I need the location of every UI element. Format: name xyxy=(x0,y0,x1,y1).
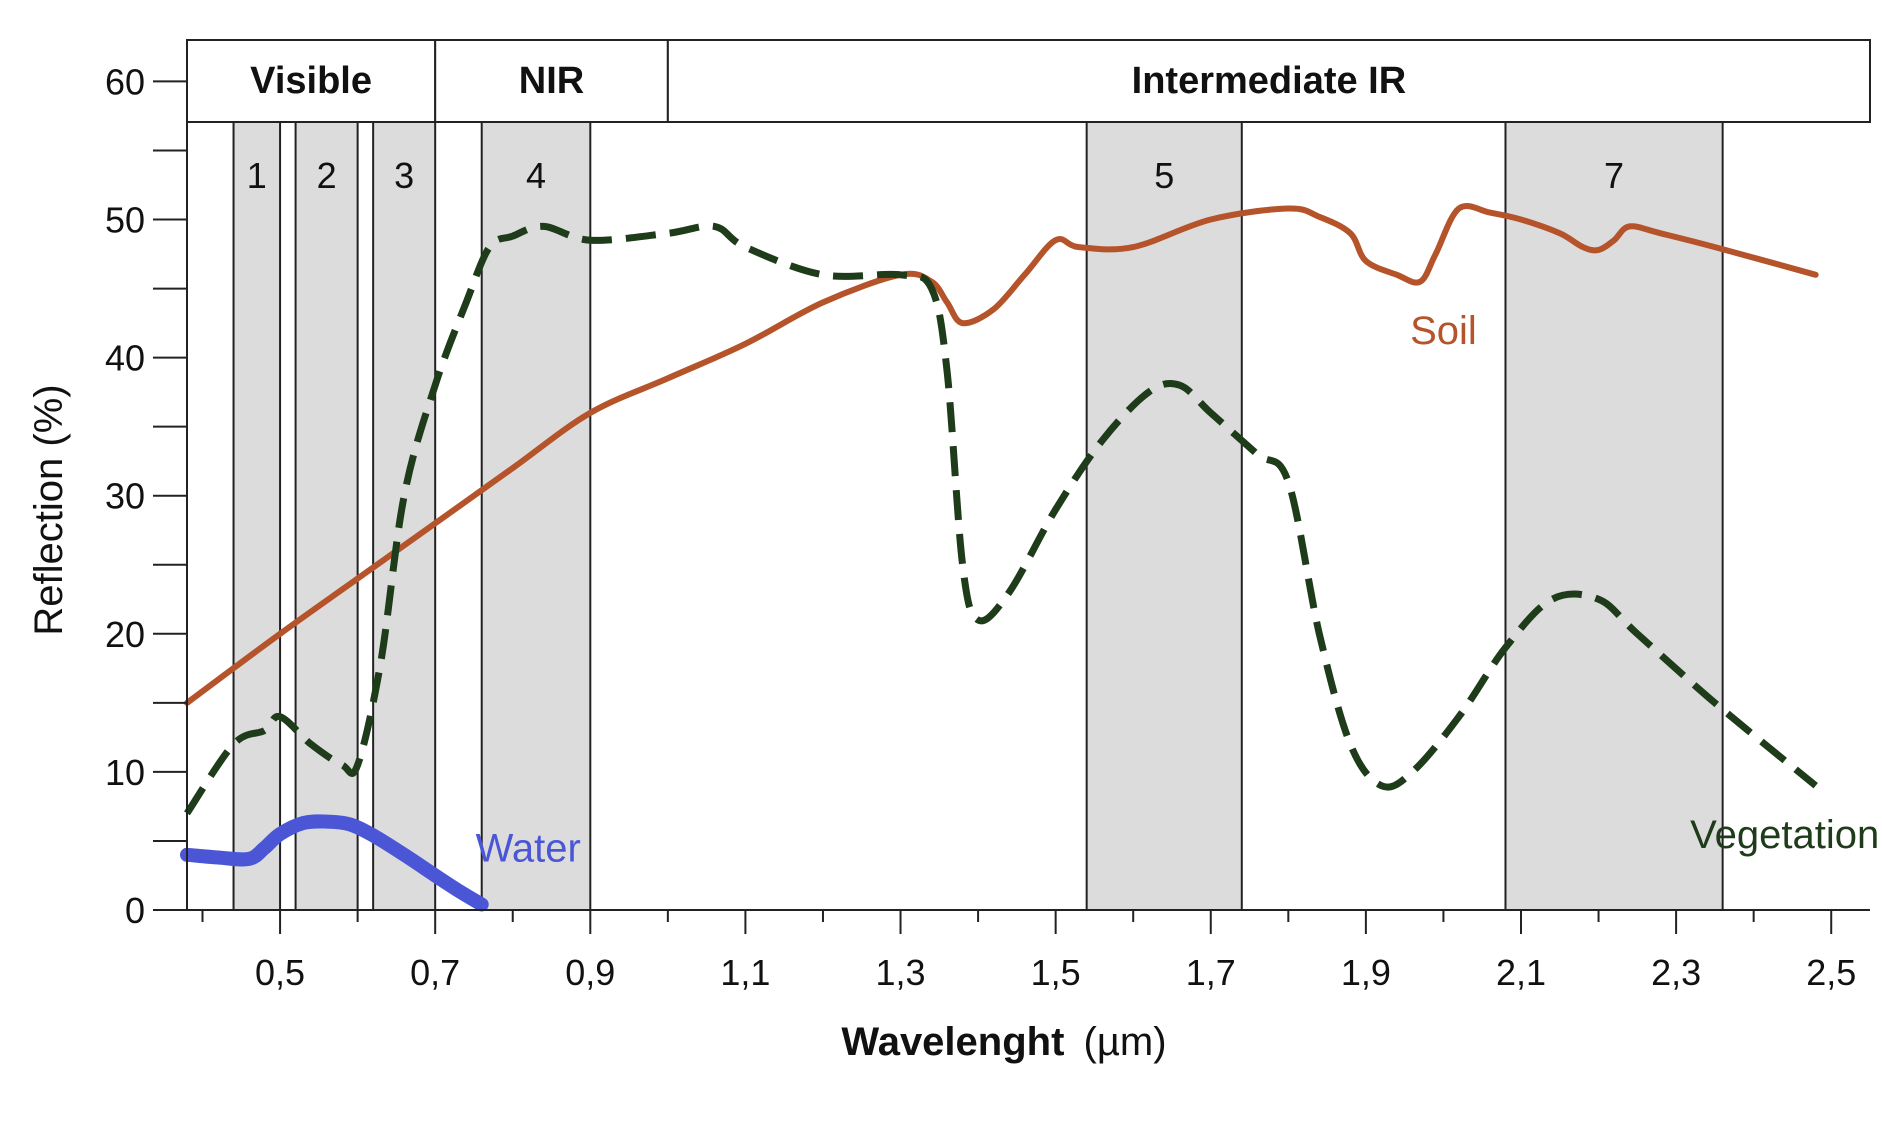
y-axis-title: Reflection (%) xyxy=(27,384,71,635)
bands-layer xyxy=(232,121,1724,911)
y-tick-label-0: 0 xyxy=(125,890,145,931)
labels-layer: 1 2 3 4 5 7 Visible NIR Intermediate IR 0,5 0,7 0,9… xyxy=(105,60,1879,993)
x-tick-label-8: 2,1 xyxy=(1496,952,1546,993)
band-2 xyxy=(294,121,359,911)
series-label-water: Water xyxy=(476,827,581,871)
axes-layer xyxy=(153,40,1870,934)
x-axis-title-main: Wavelenght xyxy=(841,1020,1064,1064)
y-tick-label-2: 20 xyxy=(105,614,145,655)
x-tick-label-10: 2,5 xyxy=(1806,952,1856,993)
region-nir xyxy=(434,39,669,123)
series-label-vegetation: Vegetation xyxy=(1690,813,1879,857)
region-visible xyxy=(186,39,437,123)
x-tick-label-5: 1,5 xyxy=(1031,952,1081,993)
series-line-vegetation xyxy=(184,222,1818,816)
band-label-3: 3 xyxy=(394,155,414,196)
band-label-7: 7 xyxy=(1604,155,1624,196)
band-label-5: 5 xyxy=(1154,155,1174,196)
region-label-intermediate-ir: Intermediate IR xyxy=(1132,60,1407,102)
y-tick-label-1: 10 xyxy=(105,752,145,793)
x-tick-label-4: 1,3 xyxy=(876,952,926,993)
x-tick-label-9: 2,3 xyxy=(1651,952,1701,993)
x-tick-label-3: 1,1 xyxy=(720,952,770,993)
series-label-soil: Soil xyxy=(1410,309,1477,353)
y-tick-label-5: 50 xyxy=(105,200,145,241)
band-5 xyxy=(1085,121,1243,911)
band-label-2: 2 xyxy=(317,155,337,196)
band-3 xyxy=(372,121,437,911)
y-tick-label-4: 40 xyxy=(105,338,145,379)
series-layer xyxy=(180,202,1819,912)
series-line-water xyxy=(180,814,489,912)
x-tick-label-6: 1,7 xyxy=(1186,952,1236,993)
series-line-soil xyxy=(184,202,1819,706)
x-axis-title-unit: (µm) xyxy=(1084,1020,1167,1064)
region-intermediate-ir xyxy=(666,39,1871,123)
regions-layer xyxy=(186,39,1871,123)
x-tick-label-2: 0,9 xyxy=(565,952,615,993)
region-label-nir: NIR xyxy=(519,60,584,102)
band-label-4: 4 xyxy=(526,155,546,196)
x-axis-title: Wavelenght (µm) xyxy=(841,1020,1166,1064)
y-tick-label-6: 60 xyxy=(105,61,145,102)
band-7 xyxy=(1504,121,1724,911)
band-4 xyxy=(480,121,592,911)
region-label-visible: Visible xyxy=(250,60,372,102)
y-tick-label-3: 30 xyxy=(105,476,145,517)
x-tick-label-0: 0,5 xyxy=(255,952,305,993)
x-tick-label-7: 1,9 xyxy=(1341,952,1391,993)
band-1 xyxy=(232,121,282,911)
x-tick-label-1: 0,7 xyxy=(410,952,460,993)
band-label-1: 1 xyxy=(247,155,267,196)
